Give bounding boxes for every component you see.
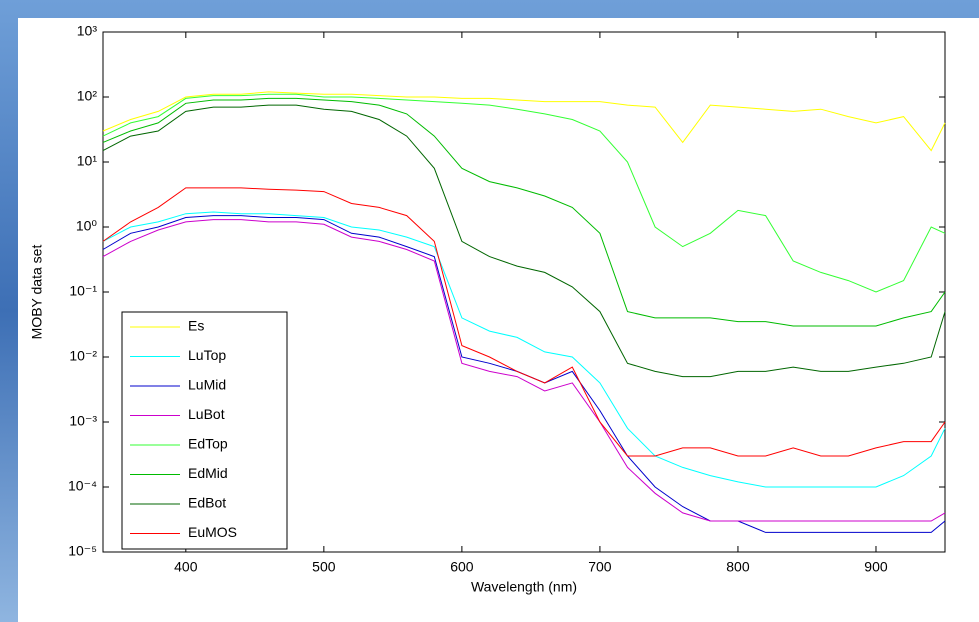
y-axis-label: MOBY data set — [29, 245, 45, 340]
legend-label: LuBot — [188, 406, 225, 422]
y-tick-label: 10⁻⁴ — [68, 478, 97, 494]
series-line — [102, 211, 946, 488]
series-line — [102, 97, 946, 327]
legend-label: EdBot — [188, 495, 226, 511]
legend-label: EdTop — [188, 436, 228, 452]
series-line — [102, 91, 946, 152]
y-tick-label: 10² — [77, 88, 98, 104]
x-tick-label: 700 — [588, 559, 612, 575]
series-line — [102, 187, 946, 457]
series-line — [102, 104, 946, 378]
y-tick-label: 10⁻¹ — [69, 283, 97, 299]
x-tick-label: 500 — [312, 559, 336, 575]
x-tick-label: 600 — [450, 559, 474, 575]
y-tick-label: 10⁰ — [76, 218, 98, 234]
y-tick-label: 10⁻² — [69, 348, 97, 364]
series-line — [102, 219, 946, 522]
y-tick-label: 10³ — [77, 23, 98, 39]
legend-label: Es — [188, 318, 204, 334]
x-tick-label: 400 — [174, 559, 198, 575]
y-tick-label: 10⁻³ — [69, 413, 97, 429]
legend-label: EuMOS — [188, 524, 237, 540]
legend-label: EdMid — [188, 465, 228, 481]
x-tick-label: 800 — [726, 559, 750, 575]
legend-label: LuTop — [188, 347, 226, 363]
legend-label: LuMid — [188, 377, 226, 393]
legend-box — [121, 311, 288, 550]
y-tick-label: 10¹ — [77, 153, 98, 169]
x-axis-label: Wavelength (nm) — [471, 579, 577, 595]
y-tick-label: 10⁻⁵ — [68, 543, 97, 559]
series-line — [102, 93, 946, 293]
x-tick-label: 900 — [864, 559, 888, 575]
